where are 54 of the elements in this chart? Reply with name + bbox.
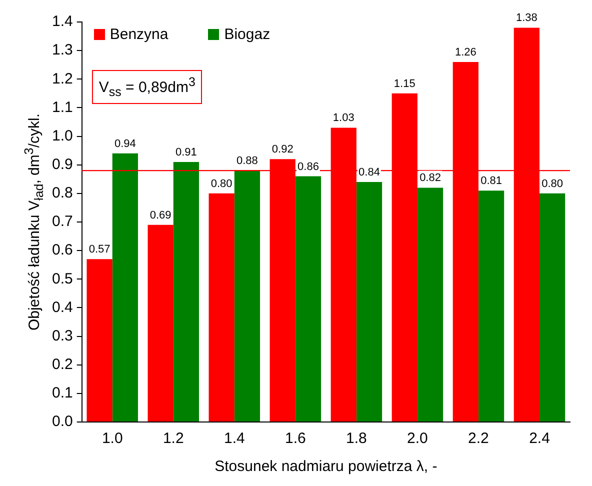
bar: [208, 193, 234, 422]
data-label: 0.81: [480, 175, 502, 188]
data-label: 1.03: [332, 112, 354, 124]
data-label: 0.69: [150, 209, 172, 222]
x-tick-label: 1.2: [162, 430, 184, 448]
bar: [356, 182, 382, 422]
x-tick-label: 1.6: [284, 430, 306, 448]
y-tick-label: 0.2: [52, 356, 73, 373]
bar: [478, 190, 504, 422]
y-tick-label: 1.1: [52, 98, 73, 116]
data-label: 0.57: [88, 244, 110, 256]
bar: [417, 188, 444, 422]
y-tick-label: 0.4: [52, 298, 73, 316]
data-label: 0.82: [420, 172, 441, 184]
data-label: 0.88: [236, 155, 258, 168]
bar: [295, 176, 322, 422]
y-tick-label: 0.1: [52, 384, 73, 402]
y-tick-label: 0.5: [52, 270, 73, 288]
data-label: 0.84: [358, 166, 380, 179]
y-tick-label: 1.4: [52, 13, 73, 30]
x-tick-label: 2.2: [468, 430, 489, 448]
legend-label: Benzyna: [110, 26, 168, 43]
bar: [112, 153, 138, 422]
data-label: 0.86: [298, 160, 319, 173]
bar: [539, 193, 566, 422]
bar: [234, 170, 260, 422]
x-tick-label: 2.0: [407, 430, 428, 448]
data-label: 0.80: [542, 178, 564, 190]
data-label: 1.26: [454, 46, 476, 59]
y-tick-label: 0.9: [52, 156, 73, 173]
data-label: 1.38: [516, 12, 538, 24]
y-tick-label: 1.3: [52, 42, 73, 59]
x-tick-label: 1.0: [102, 430, 123, 448]
x-tick-label: 1.8: [346, 430, 367, 448]
data-label: 0.92: [272, 144, 294, 156]
y-tick-label: 1.0: [52, 127, 73, 144]
bar: [148, 224, 174, 422]
legend-label: Biogaz: [224, 26, 270, 43]
y-tick-label: 0.0: [52, 413, 73, 430]
y-tick-label: 0.7: [52, 213, 73, 230]
x-axis-title: Stosunek nadmiaru powietrza λ, -: [214, 458, 438, 476]
y-tick-label: 1.2: [52, 70, 73, 88]
data-label: 1.15: [394, 78, 416, 90]
bar: [173, 162, 200, 422]
bar: [86, 259, 112, 422]
data-label: 0.91: [175, 146, 197, 159]
data-label: 0.80: [210, 178, 232, 190]
x-tick-label: 2.4: [529, 430, 550, 448]
y-tick-label: 0.3: [52, 327, 73, 344]
x-tick-label: 1.4: [224, 430, 245, 448]
y-tick-label: 0.8: [52, 184, 73, 202]
data-label: 0.94: [114, 138, 136, 150]
y-tick-label: 0.6: [52, 242, 73, 259]
annotation: V$_{ss}$ = 0,89dm$^{3}$: [92, 70, 202, 104]
